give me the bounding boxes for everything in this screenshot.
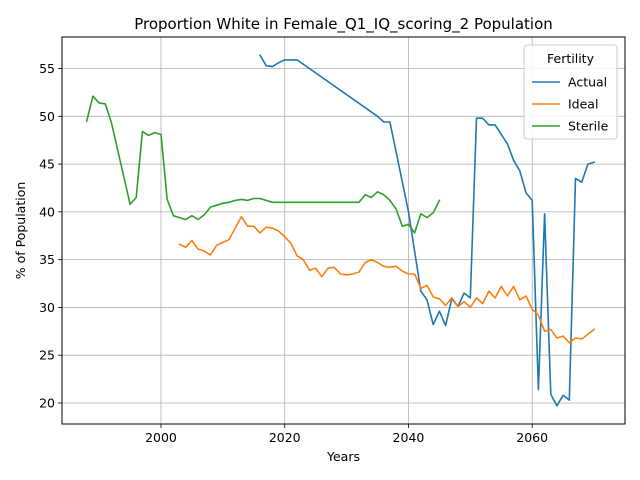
y-tick-label: 30 [39,300,55,315]
legend-box [523,44,618,140]
axis-ticks: 2000 2020 2040 2060 20 25 30 35 40 45 50 55 [39,61,548,445]
y-tick-label: 35 [39,252,55,267]
y-tick-label: 50 [39,109,55,124]
x-tick-label: 2060 [516,430,548,445]
y-axis-label: % of Population [13,182,28,280]
plot-frame [61,36,626,425]
legend: Fertility Actual Ideal Sterile [523,44,618,140]
chart-title: Proportion White in Female_Q1_IQ_scoring… [134,15,553,34]
y-tick-label: 25 [39,348,55,363]
y-tick-label: 45 [39,157,55,172]
legend-title: Fertility [547,51,595,66]
y-tick-label: 40 [39,204,55,219]
y-tick-label: 20 [39,395,55,410]
series-line-actual [258,54,596,407]
y-tick-label: 55 [39,61,55,76]
x-tick-label: 2020 [269,430,301,445]
legend-label-ideal: Ideal [568,97,598,112]
legend-label-sterile: Sterile [568,119,609,134]
series-lines [85,54,596,407]
series-line-sterile [85,95,441,234]
x-tick-label: 2000 [145,430,177,445]
x-tick-label: 2040 [393,430,425,445]
series-line-ideal [178,215,596,344]
legend-label-actual: Actual [568,75,607,90]
x-axis-label: Years [326,449,360,464]
